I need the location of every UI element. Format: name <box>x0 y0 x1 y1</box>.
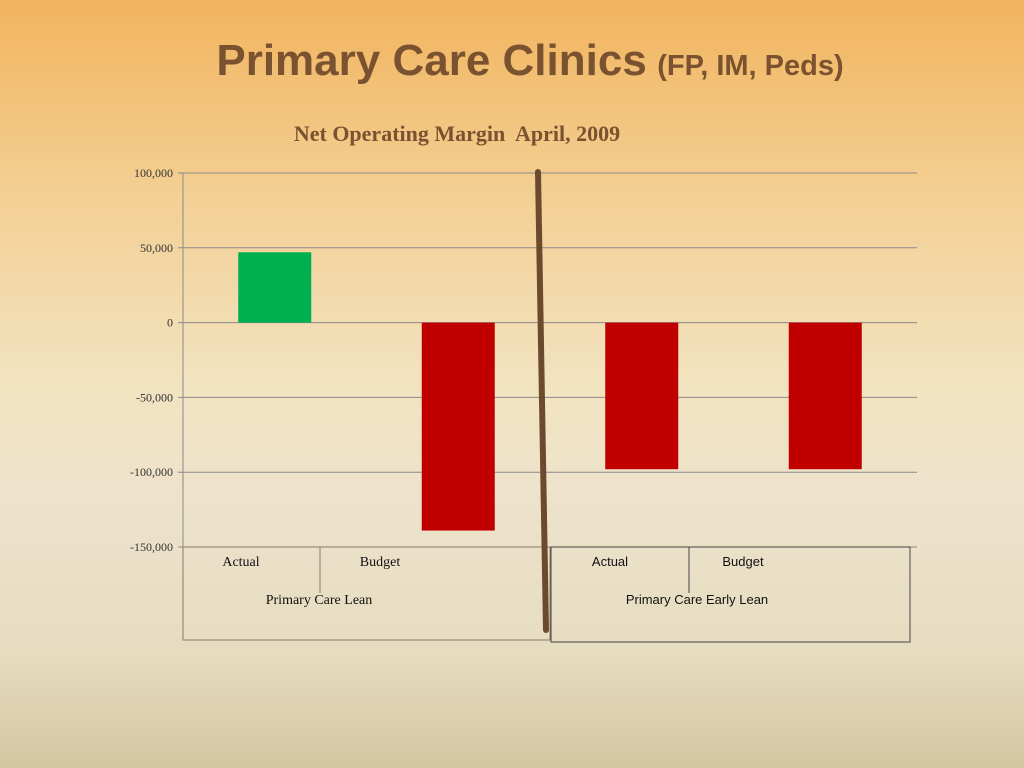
category-label: Budget <box>360 555 401 570</box>
y-tick-label: -50,000 <box>136 390 173 404</box>
slide-title-suffix: (FP, IM, Peds) <box>657 50 844 82</box>
category-group-box <box>182 546 551 641</box>
category-label: Budget <box>722 554 764 569</box>
y-axis-ticks: 100,000 50,000 0 -50,000 -100,000 -150,000 <box>130 166 173 554</box>
category-group-box <box>550 546 911 643</box>
category-axis: Actual Budget Primary Care Lean Actual Budge… <box>182 546 911 643</box>
y-tick-label: -150,000 <box>130 540 173 554</box>
y-tick-label: 0 <box>167 316 173 330</box>
divider <box>535 169 549 633</box>
bar <box>238 252 312 323</box>
y-tick-label: 50,000 <box>140 241 173 255</box>
y-tick-label: -100,000 <box>130 465 173 479</box>
divider-line <box>535 169 549 633</box>
slide-title-main: Primary Care Clinics <box>216 36 647 85</box>
group-label: Primary Care Lean <box>266 593 373 608</box>
group-label: Primary Care Early Lean <box>626 592 768 607</box>
category-label: Actual <box>592 554 628 569</box>
bar <box>788 322 862 470</box>
bar <box>421 322 495 531</box>
category-label: Actual <box>222 555 259 570</box>
y-tick-label: 100,000 <box>134 166 173 180</box>
slide-title: Primary Care Clinics (FP, IM, Peds) <box>0 36 1024 86</box>
bars <box>238 252 862 531</box>
bar <box>605 322 679 470</box>
chart-title: Net Operating Margin April, 2009 <box>293 121 621 146</box>
